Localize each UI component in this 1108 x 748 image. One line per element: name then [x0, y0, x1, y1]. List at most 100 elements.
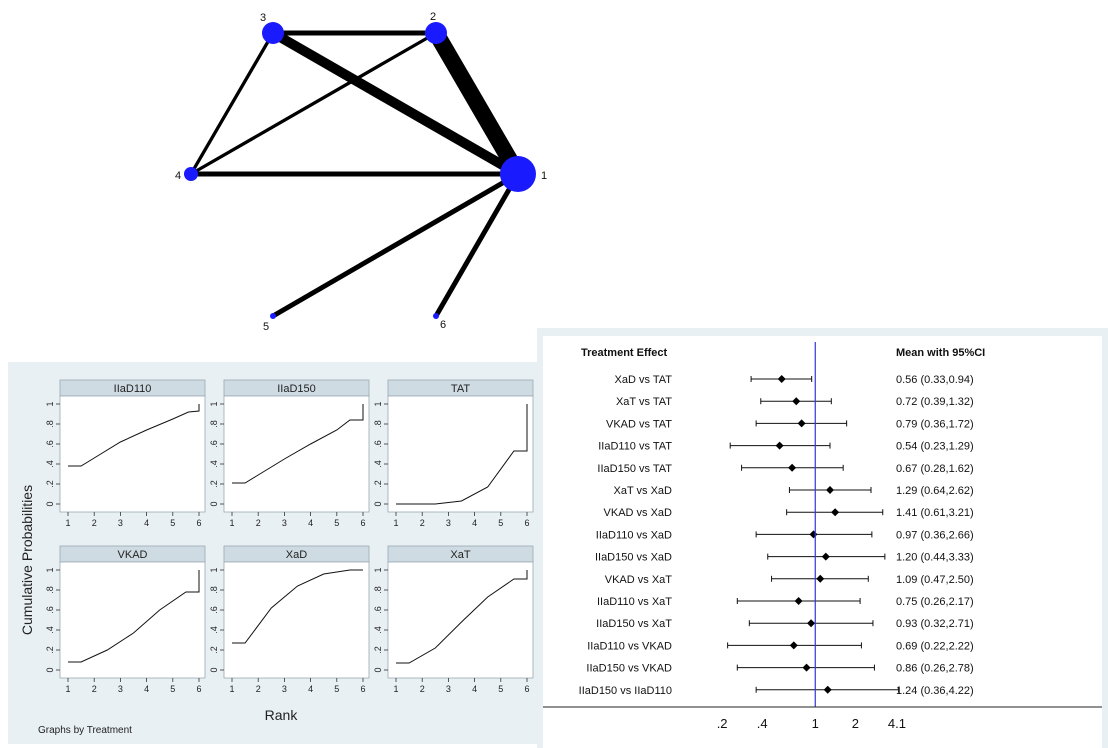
y-tick-label: .2	[373, 480, 383, 488]
network-edge-3-4	[189, 31, 275, 176]
estimate-text: 1.09 (0.47,2.50)	[896, 574, 974, 586]
x-tick-label: 5	[170, 518, 175, 528]
forest-row: IIaD150 vs XaT 0.93 (0.32,2.71)	[596, 618, 974, 630]
x-tick-label: .4	[757, 716, 768, 731]
y-tick-label: .8	[209, 586, 219, 594]
forest-row: IIaD150 vs IIaD110 1.24 (0.36,4.22)	[579, 685, 974, 697]
y-tick-label: .8	[373, 586, 383, 594]
network-node-2	[425, 22, 447, 44]
network-edge-2-4	[189, 31, 438, 176]
y-tick-label: 1	[373, 401, 383, 406]
x-tick-label: 6	[524, 684, 529, 694]
x-tick-label: 3	[282, 684, 287, 694]
network-node-1	[500, 156, 536, 192]
comparison-label: IIaD110 vs XaT	[597, 596, 672, 608]
y-tick-label: 0	[209, 667, 219, 672]
panel-title: IIaD150	[277, 383, 316, 395]
y-tick-label: .6	[45, 440, 55, 448]
x-tick-label: 2	[256, 518, 261, 528]
comparison-label: VKAD vs XaT	[605, 574, 673, 586]
y-tick-label: .8	[45, 586, 55, 594]
cumulative-probability-plot: Cumulative Probabilities Rank Graphs by …	[8, 362, 537, 744]
x-tick-label: 4	[472, 518, 477, 528]
x-tick-label: 4	[472, 684, 477, 694]
x-tick-label: 6	[196, 518, 201, 528]
y-tick-label: .6	[45, 606, 55, 614]
forest-header-right: Mean with 95%CI	[896, 347, 985, 359]
mean-marker	[823, 685, 832, 694]
forest-row: IIaD150 vs VKAD 0.86 (0.26,2.78)	[586, 663, 973, 675]
forest-row: XaT vs XaD 1.29 (0.64,2.62)	[614, 485, 974, 497]
estimate-text: 0.54 (0.23,1.29)	[896, 441, 974, 453]
y-tick-label: .2	[209, 480, 219, 488]
x-tick-label: 5	[498, 518, 503, 528]
network-edge-3-1	[268, 28, 523, 179]
network-edge-6-1	[433, 171, 521, 319]
forest-row: IIaD110 vs XaD 0.97 (0.36,2.66)	[596, 529, 974, 541]
estimate-text: 1.41 (0.61,3.21)	[896, 507, 974, 519]
x-tick-label: 2	[420, 518, 425, 528]
comparison-label: IIaD110 vs TAT	[598, 441, 672, 453]
forest-row: VKAD vs TAT 0.79 (0.36,1.72)	[606, 418, 974, 430]
forest-header-left: Treatment Effect	[581, 347, 668, 359]
x-tick-label: 4.1	[888, 716, 906, 731]
x-tick-label: 2	[420, 684, 425, 694]
estimate-text: 0.86 (0.26,2.78)	[896, 663, 974, 675]
comparison-label: VKAD vs XaD	[604, 507, 673, 519]
x-tick-label: 1	[229, 684, 234, 694]
comparison-label: XaT vs XaD	[614, 485, 673, 497]
estimate-text: 0.69 (0.22,2.22)	[896, 640, 974, 652]
forest-row: VKAD vs XaT 1.09 (0.47,2.50)	[605, 574, 974, 586]
x-tick-label: 6	[360, 518, 365, 528]
y-tick-label: .2	[45, 480, 55, 488]
y-tick-label: .8	[45, 420, 55, 428]
series-line-TAT	[396, 404, 528, 505]
panel-XaD: XaD 0 .2 .4 .6 .8 1 1 2 3 4 5 6	[209, 545, 370, 694]
comparison-label: IIaD150 vs XaD	[595, 552, 672, 564]
y-tick-label: .4	[209, 460, 219, 468]
forest-row: IIaD110 vs VKAD 0.69 (0.22,2.22)	[587, 640, 973, 652]
panel-IIaD110: IIaD110 0 .2 .4 .6 .8 1 1 2 3 4 5 6	[45, 379, 206, 528]
mean-marker	[831, 508, 840, 517]
mean-marker	[825, 486, 834, 494]
y-tick-label: 1	[209, 401, 219, 406]
mean-marker	[794, 597, 803, 605]
x-axis-label: Rank	[265, 707, 299, 723]
mean-marker	[789, 641, 798, 650]
mean-marker	[775, 441, 784, 450]
panel-VKAD: VKAD 0 .2 .4 .6 .8 1 1 2 3 4 5 6	[45, 545, 206, 694]
y-tick-label: .6	[373, 606, 383, 614]
panel-title: VKAD	[118, 549, 148, 561]
x-tick-label: 1	[65, 684, 70, 694]
x-tick-label: 4	[144, 684, 149, 694]
comparison-label: IIaD150 vs TAT	[597, 463, 672, 475]
x-tick-label: 1	[65, 518, 70, 528]
panel-title: IIaD110	[114, 383, 152, 395]
network-edge-2-1	[427, 24, 527, 183]
x-tick-label: 5	[334, 684, 339, 694]
y-tick-label: 1	[373, 567, 383, 572]
mean-marker	[807, 619, 816, 628]
x-tick-label: 3	[118, 684, 123, 694]
x-tick-label: 2	[852, 716, 859, 731]
y-tick-label: 0	[373, 501, 383, 506]
y-axis-label: Cumulative Probabilities	[19, 485, 35, 635]
y-tick-label: .2	[45, 646, 55, 654]
x-tick-label: 4	[308, 518, 313, 528]
panel-plot-area	[59, 395, 206, 513]
network-node-label-3: 3	[260, 12, 266, 24]
comparison-label: VKAD vs TAT	[606, 418, 672, 430]
comparison-label: XaT vs TAT	[616, 396, 672, 408]
network-node-5	[270, 313, 276, 319]
y-tick-label: .4	[45, 626, 55, 634]
y-tick-label: 1	[45, 567, 55, 572]
network-node-label-2: 2	[430, 11, 436, 23]
panel-plot-area	[387, 395, 534, 513]
estimate-text: 1.29 (0.64,2.62)	[896, 485, 974, 497]
y-tick-label: .4	[373, 460, 383, 468]
y-tick-label: .8	[373, 420, 383, 428]
x-tick-label: 1	[229, 518, 234, 528]
estimate-text: 0.97 (0.36,2.66)	[896, 529, 974, 541]
x-tick-label: 3	[282, 518, 287, 528]
comparison-label: IIaD110 vs VKAD	[587, 640, 672, 652]
